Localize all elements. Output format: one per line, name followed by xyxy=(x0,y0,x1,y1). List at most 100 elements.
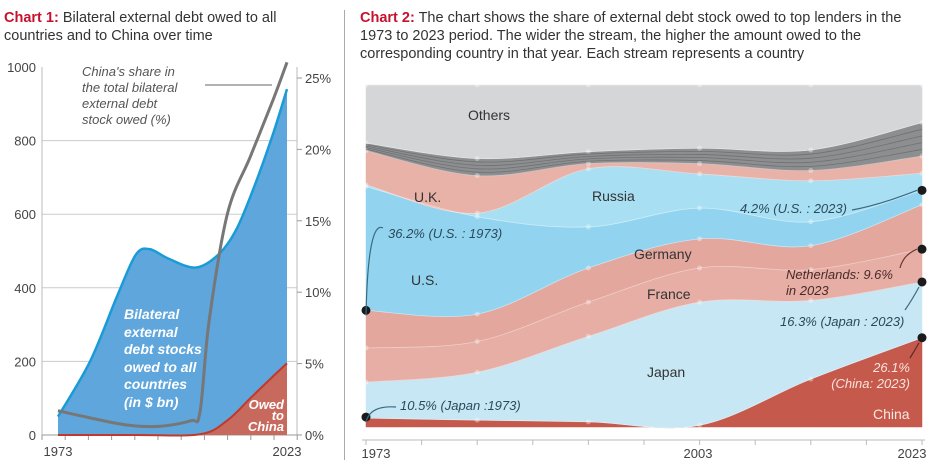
stream-point xyxy=(808,147,814,153)
total-area-label: Bilateral external debt stocks owed to a… xyxy=(124,306,202,410)
stream-point xyxy=(808,178,814,184)
marker-us-2023 xyxy=(917,185,927,195)
annotation-arrow xyxy=(904,286,920,311)
total-debt-area xyxy=(58,89,287,435)
stream-point xyxy=(474,339,480,344)
stream-point xyxy=(808,243,814,249)
stream-point xyxy=(474,214,480,220)
stream-label-china: China xyxy=(873,406,910,422)
china-debt-line xyxy=(57,362,288,437)
minor-stream-line xyxy=(365,148,923,173)
stream-point xyxy=(697,161,703,167)
stream-point xyxy=(697,171,703,177)
share-line-label: China's share in the total bilateral ext… xyxy=(82,64,178,127)
stream-point xyxy=(808,297,814,303)
y-tick-label: 600 xyxy=(14,207,36,222)
divider xyxy=(344,10,345,460)
stream-point xyxy=(697,422,703,428)
minor-stream-line xyxy=(365,128,923,163)
stream-point xyxy=(808,82,814,88)
annotation-us-2023: 4.2% (U.S. : 2023) xyxy=(740,201,847,216)
x-tick-label: 2023 xyxy=(898,446,927,461)
stream-boundary xyxy=(365,248,923,349)
stream-label-uk: U.K. xyxy=(414,189,442,205)
annotation-china-2023: 26.1% (China: 2023) xyxy=(831,360,910,391)
stream-point xyxy=(585,149,591,155)
stream-point xyxy=(363,379,369,385)
annotation-arrow xyxy=(365,406,397,423)
stream-point xyxy=(474,156,480,162)
stream-point xyxy=(585,333,591,339)
stream-point xyxy=(808,267,814,273)
stream-point xyxy=(919,170,925,176)
annotation-arrow xyxy=(909,342,920,359)
stream-point xyxy=(808,219,814,225)
annotation-netherlands-2023: Netherlands: 9.6% in 2023 xyxy=(786,267,893,298)
y-tick-label: 1000 xyxy=(7,60,36,75)
stream-point xyxy=(363,82,369,88)
stream-boundary xyxy=(365,166,923,214)
stream-point xyxy=(585,299,591,305)
stream-label-russia: Russia xyxy=(592,188,635,204)
annotation-arrow xyxy=(899,248,918,269)
china-debt-area xyxy=(58,363,287,436)
stream-boundary xyxy=(365,281,923,383)
stream-point xyxy=(585,419,591,425)
china-share-line xyxy=(57,61,289,429)
stream-point xyxy=(697,145,703,151)
y-tick-label: 200 xyxy=(14,354,36,369)
stream-boundary xyxy=(365,150,923,177)
stream-label-others: Others xyxy=(468,107,511,123)
y-tick-label: 800 xyxy=(14,134,36,149)
stream-point xyxy=(474,210,480,216)
y2-tick-label: 10% xyxy=(305,285,331,300)
stream-point xyxy=(474,369,480,375)
stream-point xyxy=(919,120,925,126)
stream-label-japan: Japan xyxy=(647,364,686,380)
x-tick-label: 1973 xyxy=(362,446,391,461)
x-tick-label: 2003 xyxy=(684,446,713,461)
stream-boundary xyxy=(365,186,923,228)
stream-point xyxy=(363,182,369,188)
stream-point xyxy=(919,202,925,208)
x-tick-label: 1973 xyxy=(44,444,73,459)
y2-tick-label: 0% xyxy=(305,428,324,443)
stream-point xyxy=(697,299,703,305)
y2-tick-label: 20% xyxy=(305,142,331,157)
stream-point xyxy=(585,166,591,172)
chart2-title: Chart 2: The chart shows the share of ex… xyxy=(360,10,902,62)
y-tick-label: 0 xyxy=(29,428,36,443)
stream-label-germany: Germany xyxy=(634,246,692,262)
stream-point xyxy=(474,173,480,179)
stream-point xyxy=(585,82,591,88)
annotation-arrow xyxy=(365,226,384,316)
stream-boundary xyxy=(365,204,923,318)
stream-label-us: U.S. xyxy=(411,272,439,288)
stream-point xyxy=(697,265,703,271)
y-tick-label: 400 xyxy=(14,281,36,296)
minor-stream-line xyxy=(365,142,923,170)
x-tick-label: 2023 xyxy=(273,444,302,459)
stream-boundary xyxy=(365,122,923,160)
y2-tick-label: 25% xyxy=(305,71,331,86)
stream-point xyxy=(697,82,703,88)
stream-point xyxy=(919,82,925,88)
y2-tick-label: 15% xyxy=(305,214,331,229)
annotation-japan-1973: 10.5% (Japan :1973) xyxy=(400,398,521,413)
stream-point xyxy=(585,265,591,271)
marker-japan-2023 xyxy=(917,277,927,287)
stream-point xyxy=(585,161,591,167)
stream-point xyxy=(808,376,814,382)
stream-point xyxy=(363,184,369,190)
stream-label-france: France xyxy=(647,286,691,302)
stream-point xyxy=(363,140,369,146)
annotation-japan-2023: 16.3% (Japan : 2023) xyxy=(780,314,905,329)
stream-point xyxy=(808,168,814,173)
annotation-arrow xyxy=(851,189,918,211)
annotation-us-1973: 36.2% (U.S. : 1973) xyxy=(388,226,503,241)
stream-point xyxy=(697,205,703,211)
stream-point xyxy=(585,224,591,230)
stream-point xyxy=(474,417,480,423)
stream-point xyxy=(474,82,480,88)
